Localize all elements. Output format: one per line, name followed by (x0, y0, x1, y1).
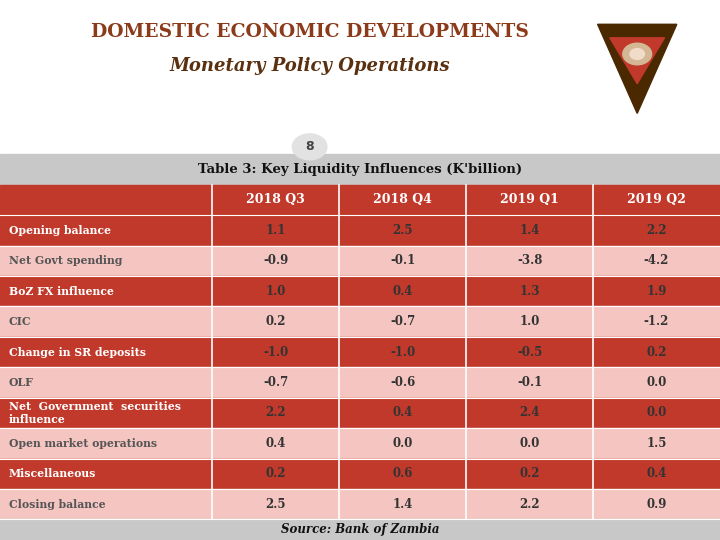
Polygon shape (610, 38, 665, 84)
Bar (0, 306, 720, 337)
Bar (0, 276, 720, 306)
Text: 0.4: 0.4 (266, 437, 286, 450)
Text: 0.0: 0.0 (392, 437, 413, 450)
Text: Source: Bank of Zambia: Source: Bank of Zambia (281, 523, 439, 536)
Text: 2.2: 2.2 (266, 407, 286, 420)
Text: -0.6: -0.6 (390, 376, 415, 389)
Text: Change in SR deposits: Change in SR deposits (9, 347, 145, 357)
Circle shape (623, 43, 652, 65)
Text: 0.6: 0.6 (392, 467, 413, 480)
Text: -0.5: -0.5 (517, 346, 542, 359)
Bar (0, 154, 720, 185)
Text: 1.0: 1.0 (266, 285, 286, 298)
Bar (0, 0, 720, 154)
Text: CIC: CIC (9, 316, 31, 327)
Text: 2019 Q1: 2019 Q1 (500, 193, 559, 206)
Text: 0.4: 0.4 (392, 285, 413, 298)
Text: 0.2: 0.2 (266, 315, 286, 328)
Text: -0.1: -0.1 (390, 254, 415, 267)
Text: -4.2: -4.2 (644, 254, 669, 267)
Text: Miscellaneous: Miscellaneous (9, 468, 96, 480)
Text: -0.7: -0.7 (390, 315, 415, 328)
Text: -0.7: -0.7 (264, 376, 289, 389)
Bar (0, 489, 720, 519)
Text: 0.4: 0.4 (392, 407, 413, 420)
Bar (0, 458, 720, 489)
Text: BoZ FX influence: BoZ FX influence (9, 286, 114, 296)
Text: 0.0: 0.0 (647, 376, 667, 389)
Text: 2.2: 2.2 (647, 224, 667, 237)
Text: Closing balance: Closing balance (9, 499, 105, 510)
Text: 2018 Q4: 2018 Q4 (373, 193, 432, 206)
Text: 8: 8 (305, 140, 314, 153)
Polygon shape (598, 24, 677, 113)
Text: 0.2: 0.2 (266, 467, 286, 480)
Text: Open market operations: Open market operations (9, 438, 157, 449)
Text: 2.2: 2.2 (519, 498, 540, 511)
Text: 0.2: 0.2 (647, 346, 667, 359)
Bar (0, 337, 720, 367)
Text: 2018 Q3: 2018 Q3 (246, 193, 305, 206)
Text: 2.4: 2.4 (519, 407, 540, 420)
Text: -3.8: -3.8 (517, 254, 542, 267)
Text: Net  Government  securities
influence: Net Government securities influence (9, 401, 181, 425)
Text: 0.2: 0.2 (519, 467, 540, 480)
Text: 1.4: 1.4 (392, 498, 413, 511)
Text: -0.1: -0.1 (517, 376, 542, 389)
Text: 1.4: 1.4 (519, 224, 540, 237)
Text: Opening balance: Opening balance (9, 225, 111, 236)
Text: 2.5: 2.5 (392, 224, 413, 237)
Text: 1.0: 1.0 (519, 315, 540, 328)
Text: OLF: OLF (9, 377, 34, 388)
Bar (0, 185, 720, 215)
Text: Net Govt spending: Net Govt spending (9, 255, 122, 266)
Text: 0.0: 0.0 (647, 407, 667, 420)
Text: -1.2: -1.2 (644, 315, 669, 328)
Circle shape (630, 49, 644, 59)
Text: DOMESTIC ECONOMIC DEVELOPMENTS: DOMESTIC ECONOMIC DEVELOPMENTS (91, 23, 528, 40)
Bar (0, 398, 720, 428)
Text: -1.0: -1.0 (390, 346, 415, 359)
Text: -1.0: -1.0 (264, 346, 289, 359)
Text: 2.5: 2.5 (266, 498, 286, 511)
Text: 0.0: 0.0 (519, 437, 540, 450)
Bar (0, 519, 720, 540)
Text: 0.9: 0.9 (647, 498, 667, 511)
Text: 2019 Q2: 2019 Q2 (627, 193, 686, 206)
Text: -0.9: -0.9 (264, 254, 289, 267)
Bar (0, 246, 720, 276)
Bar (0, 215, 720, 246)
Text: 0.4: 0.4 (647, 467, 667, 480)
Text: 1.5: 1.5 (647, 437, 667, 450)
Text: 1.3: 1.3 (519, 285, 540, 298)
Circle shape (292, 134, 327, 160)
Bar (0, 428, 720, 458)
Text: Table 3: Key Liquidity Influences (K'billion): Table 3: Key Liquidity Influences (K'bil… (198, 163, 522, 176)
Text: Monetary Policy Operations: Monetary Policy Operations (169, 57, 450, 75)
Bar (0, 367, 720, 398)
Text: 1.1: 1.1 (266, 224, 286, 237)
Text: 1.9: 1.9 (647, 285, 667, 298)
